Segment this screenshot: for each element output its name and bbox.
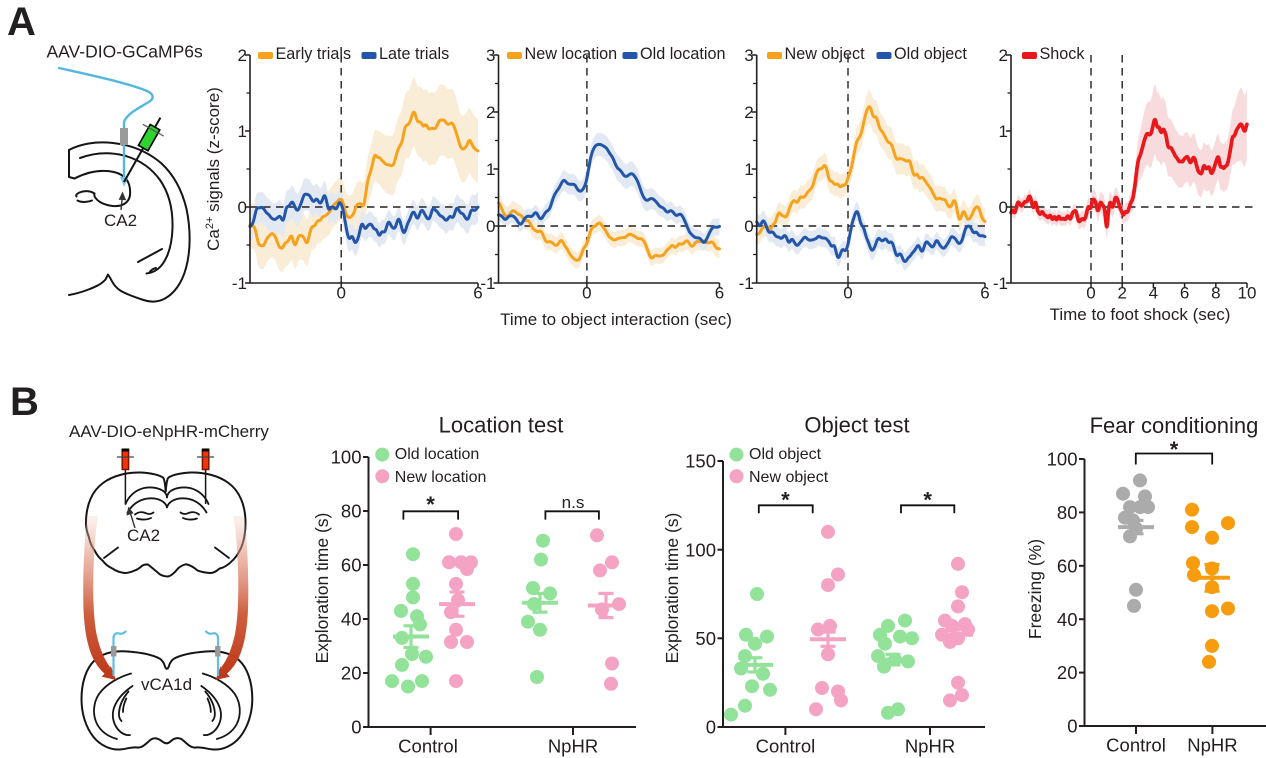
- svg-text:0: 0: [744, 217, 753, 236]
- svg-text:AAV-DIO-GCaMP6s: AAV-DIO-GCaMP6s: [47, 42, 203, 62]
- svg-text:Time to object interaction (se: Time to object interaction (sec): [500, 310, 732, 329]
- svg-text:Time to foot shock (sec): Time to foot shock (sec): [1050, 305, 1231, 324]
- svg-text:150: 150: [685, 451, 716, 472]
- svg-text:50: 50: [695, 628, 716, 649]
- svg-text:6: 6: [980, 284, 989, 303]
- svg-text:1: 1: [744, 160, 753, 179]
- svg-text:4: 4: [1149, 284, 1158, 303]
- svg-text:-1: -1: [993, 274, 1008, 293]
- svg-text:Freezing (%): Freezing (%): [1025, 539, 1045, 639]
- svg-text:0: 0: [238, 198, 247, 217]
- svg-text:3: 3: [486, 46, 495, 65]
- svg-text:10: 10: [1238, 284, 1257, 303]
- svg-text:1: 1: [486, 160, 495, 179]
- svg-text:20: 20: [1057, 662, 1078, 683]
- svg-text:vCA1d: vCA1d: [141, 675, 192, 694]
- svg-text:*: *: [781, 488, 790, 513]
- svg-text:Shock: Shock: [1040, 45, 1086, 63]
- svg-text:2: 2: [1117, 284, 1126, 303]
- svg-text:*: *: [1170, 437, 1179, 462]
- svg-text:6: 6: [1180, 284, 1189, 303]
- svg-text:6: 6: [715, 284, 724, 303]
- svg-text:0: 0: [486, 217, 495, 236]
- svg-text:Control: Control: [1106, 735, 1166, 756]
- svg-text:100: 100: [685, 539, 716, 560]
- svg-text:Fear conditioning: Fear conditioning: [1090, 413, 1259, 438]
- svg-text:Exploration time (s): Exploration time (s): [312, 513, 332, 664]
- svg-text:NpHR: NpHR: [1187, 735, 1237, 756]
- svg-text:0: 0: [706, 717, 716, 738]
- svg-text:CA2: CA2: [104, 211, 137, 230]
- svg-text:*: *: [923, 488, 932, 513]
- svg-text:Old object: Old object: [894, 45, 967, 63]
- svg-text:Old location: Old location: [395, 446, 480, 463]
- svg-text:40: 40: [341, 609, 362, 630]
- svg-text:1: 1: [238, 122, 247, 141]
- svg-text:0: 0: [1067, 716, 1077, 737]
- svg-text:8: 8: [1211, 284, 1220, 303]
- svg-text:Early trials: Early trials: [276, 45, 352, 63]
- svg-text:0: 0: [999, 198, 1008, 217]
- svg-text:0: 0: [1086, 284, 1095, 303]
- svg-text:New object: New object: [785, 45, 866, 63]
- svg-text:-1: -1: [232, 274, 247, 293]
- svg-text:Old object: Old object: [749, 446, 822, 463]
- svg-text:Ca2+ signals (z-score): Ca2+ signals (z-score): [204, 87, 223, 251]
- svg-text:100: 100: [1047, 449, 1078, 470]
- svg-text:3: 3: [744, 46, 753, 65]
- svg-text:n.s: n.s: [562, 493, 585, 512]
- svg-text:NpHR: NpHR: [548, 736, 598, 757]
- svg-text:Control: Control: [398, 736, 458, 757]
- svg-text:20: 20: [341, 663, 362, 684]
- svg-text:Old location: Old location: [640, 45, 725, 63]
- svg-text:*: *: [426, 492, 435, 517]
- svg-text:AAV-DIO-eNpHR-mCherry: AAV-DIO-eNpHR-mCherry: [69, 422, 269, 441]
- svg-text:80: 80: [1057, 502, 1078, 523]
- svg-text:2: 2: [744, 103, 753, 122]
- svg-text:0: 0: [582, 284, 591, 303]
- svg-text:Object test: Object test: [804, 413, 909, 438]
- svg-text:40: 40: [1057, 609, 1078, 630]
- svg-text:60: 60: [1057, 555, 1078, 576]
- svg-text:NpHR: NpHR: [905, 736, 955, 757]
- svg-text:A: A: [7, 0, 36, 44]
- svg-text:80: 80: [341, 501, 362, 522]
- svg-text:-1: -1: [480, 274, 495, 293]
- svg-text:Late trials: Late trials: [379, 45, 449, 63]
- svg-text:New object: New object: [749, 469, 829, 486]
- svg-text:CA2: CA2: [127, 526, 160, 545]
- svg-text:100: 100: [331, 447, 362, 468]
- svg-text:New location: New location: [395, 469, 487, 486]
- svg-text:0: 0: [351, 717, 361, 738]
- svg-text:6: 6: [473, 284, 482, 303]
- svg-text:-1: -1: [739, 274, 754, 293]
- svg-text:1: 1: [999, 122, 1008, 141]
- svg-text:2: 2: [486, 103, 495, 122]
- svg-text:Location test: Location test: [439, 413, 564, 438]
- svg-text:0: 0: [843, 284, 852, 303]
- svg-text:Control: Control: [756, 736, 816, 757]
- svg-text:0: 0: [336, 284, 345, 303]
- svg-text:60: 60: [341, 555, 362, 576]
- svg-text:New location: New location: [525, 45, 618, 63]
- svg-text:Exploration time (s): Exploration time (s): [662, 513, 682, 664]
- svg-text:2: 2: [999, 46, 1008, 65]
- svg-text:2: 2: [238, 46, 247, 65]
- svg-text:B: B: [10, 380, 39, 424]
